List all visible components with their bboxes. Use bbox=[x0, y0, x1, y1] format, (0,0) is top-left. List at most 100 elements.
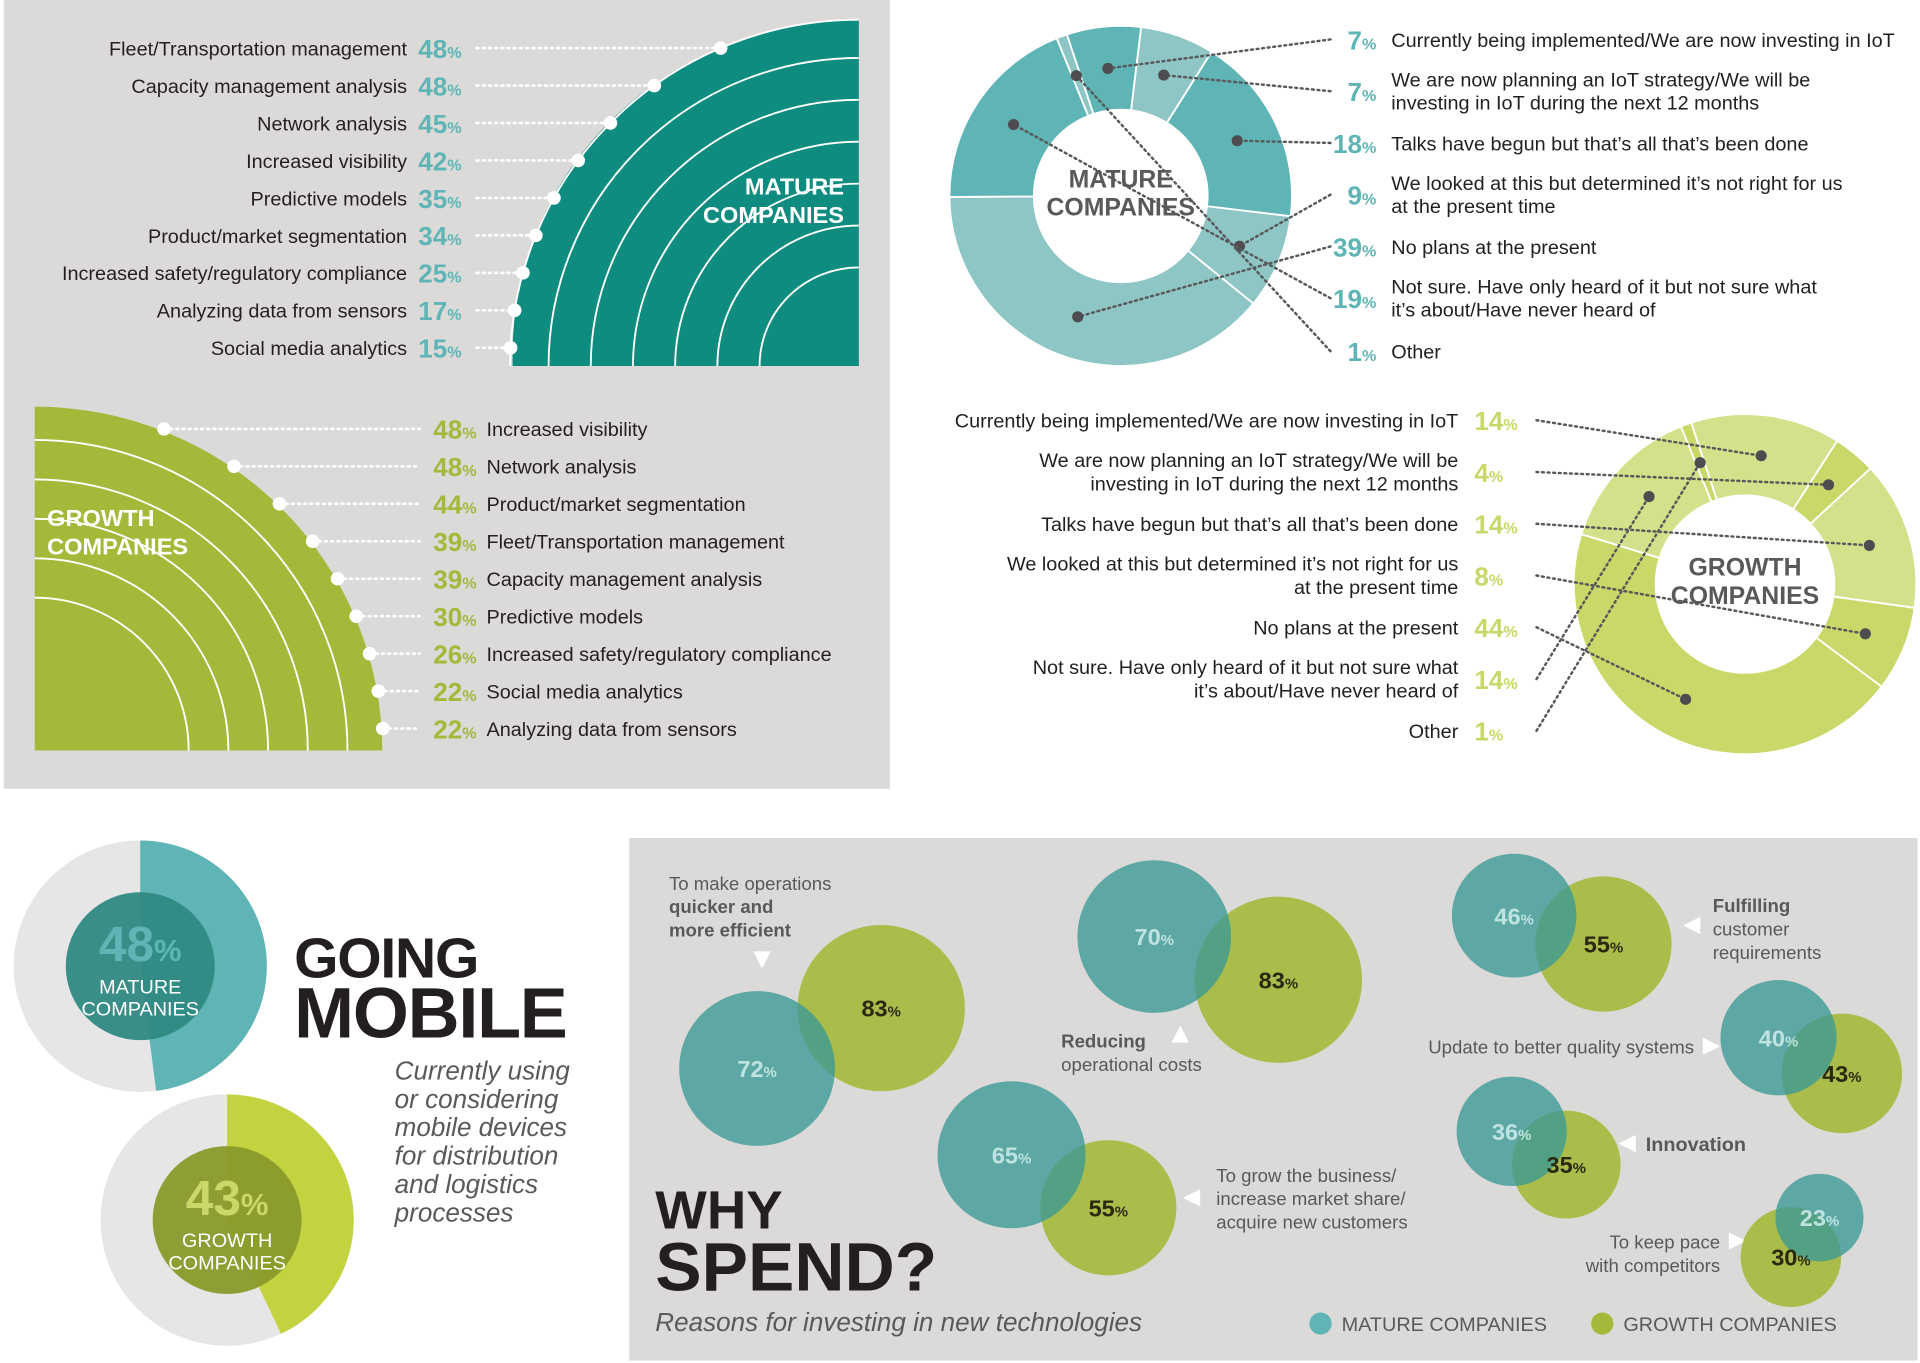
why-spend-title-line2: SPEND? bbox=[655, 1228, 937, 1306]
going-mobile-subtitle-line: and logistics bbox=[395, 1169, 538, 1199]
update-pointer-icon bbox=[1702, 1037, 1721, 1055]
value-label: 34% bbox=[418, 221, 461, 251]
category-label: Capacity management analysis bbox=[487, 569, 763, 591]
value-label: 7% bbox=[1348, 77, 1377, 107]
value-label: 26% bbox=[433, 640, 476, 670]
value-label: 18% bbox=[1333, 129, 1376, 159]
growth-bubble-value: 83% bbox=[1259, 967, 1298, 993]
dial-label: COMPANIES bbox=[81, 999, 199, 1021]
category-label: Talks have begun but that’s all that’s b… bbox=[1391, 133, 1808, 155]
category-label: No plans at the present bbox=[1253, 618, 1459, 640]
slice-marker bbox=[1070, 70, 1082, 82]
spend-label-innovation: Innovation bbox=[1646, 1134, 1746, 1156]
value-label: 22% bbox=[433, 677, 476, 707]
spend-label-line: To keep pace bbox=[1609, 1231, 1720, 1252]
spend-label-keep-pace: To keep pace with competitors bbox=[1585, 1231, 1720, 1275]
growth-bubble-value: 30% bbox=[1771, 1245, 1810, 1271]
leader-line bbox=[1076, 245, 1332, 319]
ring-arc bbox=[716, 224, 859, 367]
growth-bubble-value: 55% bbox=[1089, 1195, 1128, 1221]
mature-bubble bbox=[1720, 979, 1837, 1096]
value-label: 15% bbox=[418, 334, 461, 364]
spend-label-grow: To grow the business/ increase market sh… bbox=[1216, 1165, 1407, 1233]
mature-bubble bbox=[1077, 860, 1232, 1013]
value-label: 48% bbox=[433, 452, 476, 482]
dial-value: 43% bbox=[186, 1171, 269, 1226]
spend-label-line: acquire new customers bbox=[1216, 1212, 1407, 1233]
value-label: 8% bbox=[1474, 561, 1503, 591]
mature-bubble-value: 23% bbox=[1800, 1205, 1839, 1231]
value-label: 35% bbox=[418, 184, 461, 214]
spend-label-line: with competitors bbox=[1585, 1255, 1720, 1276]
growth-analytics-label-line1: GROWTH bbox=[47, 505, 154, 531]
growth-bubble bbox=[1194, 896, 1363, 1063]
spend-label-line: more efficient bbox=[669, 920, 791, 941]
value-marker bbox=[330, 571, 345, 586]
spend-label-line: To grow the business/ bbox=[1216, 1165, 1397, 1186]
mature-donut-label-line1: MATURE bbox=[1069, 166, 1173, 193]
value-label: 4% bbox=[1474, 458, 1503, 488]
dial-core bbox=[65, 892, 215, 1041]
value-marker bbox=[157, 422, 171, 436]
mature-donut-label-line2: COMPANIES bbox=[1047, 195, 1195, 222]
ring-arc bbox=[509, 18, 859, 367]
going-mobile-subtitle-line: or considering bbox=[395, 1084, 559, 1114]
category-label: it’s about/Have never heard of bbox=[1194, 681, 1459, 703]
value-label: 14% bbox=[1474, 406, 1517, 436]
slice-marker bbox=[1007, 118, 1020, 131]
value-marker bbox=[227, 459, 241, 474]
category-label: Other bbox=[1391, 342, 1441, 364]
leader-line bbox=[1535, 495, 1651, 681]
category-label: Other bbox=[1409, 721, 1459, 743]
leader-line bbox=[1162, 73, 1332, 93]
legend-growth-swatch bbox=[1591, 1312, 1614, 1335]
value-label: 39% bbox=[433, 565, 476, 595]
value-label: 25% bbox=[418, 259, 461, 289]
category-label: Social media analytics bbox=[211, 338, 407, 360]
value-marker bbox=[371, 684, 386, 698]
category-label: Product/market segmentation bbox=[148, 226, 407, 248]
ring-arc bbox=[34, 478, 309, 751]
dial-label: GROWTH bbox=[182, 1230, 272, 1252]
category-label: Product/market segmentation bbox=[487, 494, 746, 516]
spend-label-line: To make operations bbox=[669, 873, 831, 894]
innovation-pointer-icon bbox=[1618, 1135, 1636, 1153]
category-label: No plans at the present bbox=[1391, 237, 1597, 259]
ring-arc bbox=[34, 439, 349, 751]
spend-label-quicker: To make operations quicker and more effi… bbox=[669, 873, 831, 941]
value-label: 19% bbox=[1333, 284, 1376, 314]
leader-line bbox=[1238, 193, 1332, 248]
spend-label-line: customer bbox=[1713, 918, 1790, 939]
mature-bubble-value: 72% bbox=[737, 1056, 776, 1082]
mature-bubble bbox=[679, 991, 836, 1146]
growth-bubble-value: 43% bbox=[1822, 1061, 1861, 1087]
value-marker bbox=[305, 534, 320, 549]
spend-label-line: Fulfilling bbox=[1713, 895, 1791, 916]
value-label: 1% bbox=[1348, 337, 1377, 367]
leader-line bbox=[1106, 38, 1332, 70]
spend-label-reducing: Reducing operational costs bbox=[1061, 1031, 1202, 1075]
dial-label: COMPANIES bbox=[168, 1252, 286, 1274]
value-label: 44% bbox=[1474, 613, 1517, 643]
slice-marker bbox=[1863, 539, 1875, 551]
donut-slice bbox=[1165, 50, 1293, 218]
slice-marker bbox=[1755, 450, 1767, 462]
leader-line bbox=[1012, 123, 1332, 300]
mature-bubble-value: 40% bbox=[1759, 1025, 1798, 1051]
category-label: Predictive models bbox=[487, 607, 644, 629]
mature-bubble bbox=[1456, 1076, 1567, 1187]
growth-bubble-value: 35% bbox=[1547, 1152, 1586, 1178]
value-label: 17% bbox=[418, 296, 461, 326]
why-spend-title-line1: WHY bbox=[655, 1180, 782, 1241]
category-label: Increased safety/regulatory compliance bbox=[62, 263, 407, 285]
quicker-pointer-icon bbox=[753, 951, 771, 969]
category-label: Increased visibility bbox=[487, 419, 648, 441]
value-label: 14% bbox=[1474, 665, 1517, 695]
mature-bubble bbox=[1451, 853, 1577, 978]
category-label: Social media analytics bbox=[487, 682, 683, 704]
value-label: 39% bbox=[433, 527, 476, 557]
category-label: Network analysis bbox=[487, 457, 637, 479]
category-label: We are now planning an IoT strategy/We w… bbox=[1391, 69, 1810, 91]
